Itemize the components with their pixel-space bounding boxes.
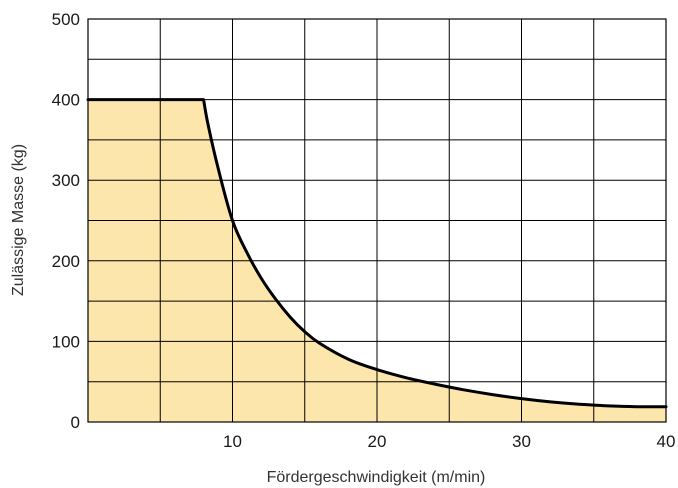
x-tick-label: 20: [368, 432, 387, 451]
y-tick-label: 200: [52, 252, 80, 271]
y-tick-label: 300: [52, 171, 80, 190]
y-tick-labels: 0 100 200 300 400 500: [52, 10, 80, 432]
grid: [88, 19, 666, 422]
y-tick-label: 0: [71, 413, 80, 432]
plot-border: [87, 18, 667, 423]
x-tick-labels: 10 20 30 40: [223, 432, 675, 451]
series-line-layer: [86, 98, 668, 409]
x-tick-label: 30: [512, 432, 531, 451]
y-tick-label: 400: [52, 91, 80, 110]
y-axis-label: Zulässige Masse (kg): [10, 144, 27, 296]
x-tick-label: 40: [657, 432, 676, 451]
y-tick-label: 100: [52, 332, 80, 351]
x-axis-label: Fördergeschwindigkeit (m/min): [267, 469, 486, 486]
y-tick-label: 500: [52, 10, 80, 29]
plot-frame: [87, 18, 667, 423]
series-line: [86, 98, 668, 409]
x-tick-label: 10: [223, 432, 242, 451]
